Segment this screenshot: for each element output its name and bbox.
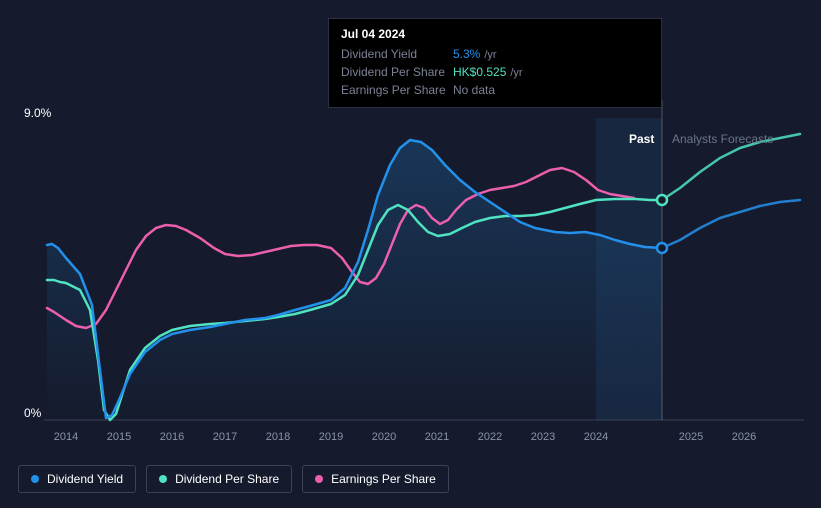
y-axis-max: 9.0% (24, 106, 51, 120)
tooltip-row: Earnings Per ShareNo data (341, 83, 649, 97)
x-axis-tick: 2015 (107, 431, 131, 443)
x-axis-tick: 2017 (213, 431, 237, 443)
legend-dot-icon (159, 475, 167, 483)
tooltip-date: Jul 04 2024 (341, 27, 649, 41)
x-axis-tick: 2019 (319, 431, 343, 443)
tooltip-row-label: Earnings Per Share (341, 83, 453, 97)
x-axis-tick: 2016 (160, 431, 184, 443)
legend-dot-icon (31, 475, 39, 483)
x-axis-tick: 2025 (679, 431, 703, 443)
forecast-label: Analysts Forecasts (672, 132, 773, 146)
x-axis-tick: 2021 (425, 431, 449, 443)
tooltip-row-label: Dividend Yield (341, 47, 453, 61)
x-axis-tick: 2020 (372, 431, 396, 443)
x-axis-tick: 2014 (54, 431, 78, 443)
x-axis-tick: 2024 (584, 431, 608, 443)
legend-dot-icon (315, 475, 323, 483)
legend-label: Dividend Per Share (175, 472, 279, 486)
legend-earnings-per-share[interactable]: Earnings Per Share (302, 465, 449, 493)
tooltip: Jul 04 2024 Dividend Yield5.3%/yrDividen… (328, 18, 662, 108)
tooltip-row-value: HK$0.525 (453, 65, 506, 79)
tooltip-row-unit: /yr (484, 49, 496, 61)
y-axis-min: 0% (24, 406, 41, 420)
past-label: Past (629, 132, 654, 146)
legend-dividend-yield[interactable]: Dividend Yield (18, 465, 136, 493)
tooltip-row-unit: /yr (510, 67, 522, 79)
tooltip-row: Dividend Per ShareHK$0.525/yr (341, 65, 649, 79)
tooltip-row-value: No data (453, 83, 495, 97)
x-axis: 2014 2015 2016 2017 2018 2019 2020 2021 2022 2023… (44, 431, 804, 451)
legend-label: Dividend Yield (47, 472, 123, 486)
tooltip-row-value: 5.3% (453, 47, 480, 61)
x-axis-tick: 2026 (732, 431, 756, 443)
chart-container: 9.0% 0% 2014 2015 2016 2017 2018 2019 2020 2021… (0, 0, 821, 508)
tooltip-row-label: Dividend Per Share (341, 65, 453, 79)
x-axis-tick: 2022 (478, 431, 502, 443)
tooltip-row: Dividend Yield5.3% /yr (341, 47, 649, 61)
legend-dividend-per-share[interactable]: Dividend Per Share (146, 465, 292, 493)
legend: Dividend Yield Dividend Per Share Earnin… (18, 465, 449, 493)
x-axis-tick: 2018 (266, 431, 290, 443)
x-axis-tick: 2023 (531, 431, 555, 443)
legend-label: Earnings Per Share (331, 472, 436, 486)
